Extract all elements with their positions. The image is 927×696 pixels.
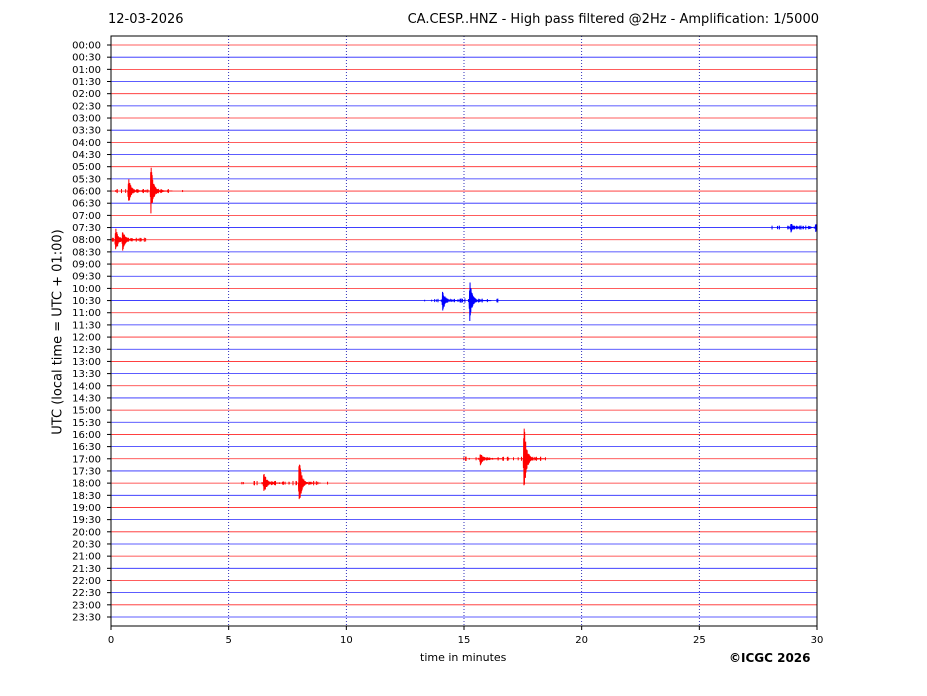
y-tick-label: 07:00 [72, 211, 101, 222]
y-tick-label: 21:00 [72, 552, 101, 563]
y-tick-label: 18:00 [72, 479, 101, 490]
y-tick-label: 11:00 [72, 308, 101, 319]
x-tick-label: 10 [340, 635, 353, 646]
event-burst [297, 464, 321, 500]
y-tick-label: 13:00 [72, 357, 101, 368]
y-tick-label: 09:00 [72, 260, 101, 271]
event-burst [522, 428, 546, 486]
y-tick-label: 10:30 [72, 296, 101, 307]
y-tick-label: 00:30 [72, 53, 101, 64]
y-tick-label: 23:30 [72, 612, 101, 623]
y-tick-label: 01:00 [72, 65, 101, 76]
y-tick-label: 19:00 [72, 503, 101, 514]
y-tick-label: 11:30 [72, 320, 101, 331]
y-tick-label: 19:30 [72, 515, 101, 526]
y-tick-label: 10:00 [72, 284, 101, 295]
y-tick-label: 15:00 [72, 406, 101, 417]
y-tick-label: 05:00 [72, 162, 101, 173]
x-tick-label: 20 [575, 635, 588, 646]
y-tick-label: 05:30 [72, 174, 101, 185]
x-axis: 0 5 10 15 20 25 30 [108, 626, 824, 646]
y-tick-label: 03:30 [72, 126, 101, 137]
y-tick-label: 09:30 [72, 272, 101, 283]
y-tick-label: 20:00 [72, 527, 101, 538]
y-tick-label: 21:30 [72, 564, 101, 575]
x-tick-label: 0 [108, 635, 114, 646]
y-tick-label: 08:30 [72, 247, 101, 258]
y-tick-label: 04:00 [72, 138, 101, 149]
y-tick-label: 01:30 [72, 77, 101, 88]
grid-layer [228, 36, 700, 626]
y-tick-label: 06:00 [72, 187, 101, 198]
chart-title: CA.CESP..HNZ - High pass filtered @2Hz -… [407, 12, 819, 27]
x-tick-label: 25 [693, 635, 706, 646]
y-tick-label: 00:00 [72, 41, 101, 52]
y-tick-label: 12:30 [72, 345, 101, 356]
y-tick-label: 15:30 [72, 418, 101, 429]
y-tick-label: 16:00 [72, 430, 101, 441]
y-tick-label: 17:30 [72, 466, 101, 477]
y-tick-label: 22:30 [72, 588, 101, 599]
y-tick-label: 18:30 [72, 491, 101, 502]
x-axis-label: time in minutes [420, 651, 507, 664]
y-tick-label: 14:30 [72, 393, 101, 404]
copyright-label: ©ICGC 2026 [729, 651, 811, 665]
y-tick-label: 02:00 [72, 89, 101, 100]
x-tick-label: 30 [811, 635, 824, 646]
y-tick-label: 22:00 [72, 576, 101, 587]
y-tick-label: 23:00 [72, 600, 101, 611]
y-tick-label: 13:30 [72, 369, 101, 380]
y-tick-label: 20:30 [72, 539, 101, 550]
y-tick-label: 14:00 [72, 381, 101, 392]
x-tick-label: 5 [225, 635, 231, 646]
y-tick-label: 06:30 [72, 199, 101, 210]
y-axis-label: UTC (local time = UTC + 01:00) [50, 229, 66, 435]
y-tick-label: 16:30 [72, 442, 101, 453]
y-tick-label: 02:30 [72, 101, 101, 112]
y-tick-label: 08:00 [72, 235, 101, 246]
y-tick-label: 17:00 [72, 454, 101, 465]
date-label: 12-03-2026 [108, 12, 184, 27]
x-tick-label: 15 [458, 635, 471, 646]
y-tick-label: 07:30 [72, 223, 101, 234]
y-tick-label: 03:00 [72, 114, 101, 125]
y-tick-label: 04:30 [72, 150, 101, 161]
y-tick-label: 12:00 [72, 333, 101, 344]
